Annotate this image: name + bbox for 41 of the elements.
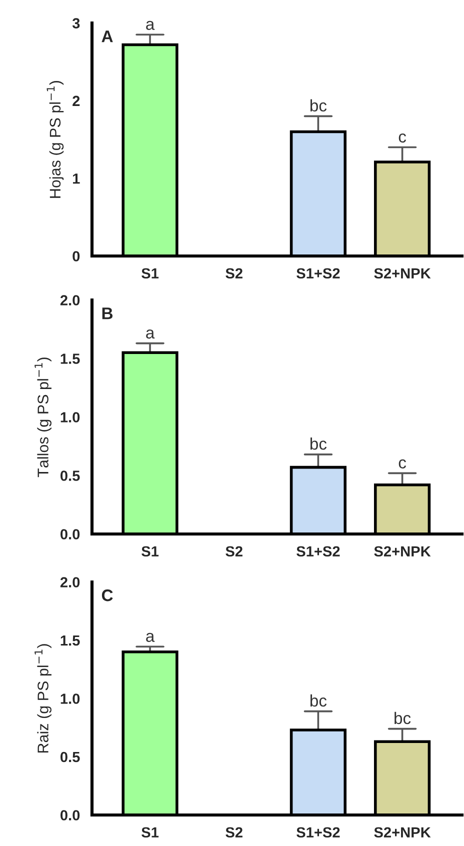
y-axis-title: Hojas (g PS pl$^{−1}$) xyxy=(46,80,64,198)
y-tick-label: 1.0 xyxy=(60,412,80,422)
y-tick-label: 0.5 xyxy=(60,470,80,481)
y-tick-label: 2.0 xyxy=(60,295,80,306)
y-tick-label: 0.0 xyxy=(60,529,80,540)
annotation: a xyxy=(146,20,155,30)
x-tick-label: S2+NPK xyxy=(374,546,431,557)
x-tick-label: S2+NPK xyxy=(374,827,431,838)
annotation: bc xyxy=(310,438,327,450)
annotation: bc xyxy=(394,712,411,724)
annotation: a xyxy=(146,632,155,642)
x-tick-label: S2+NPK xyxy=(374,268,431,279)
y-tick-label: 3 xyxy=(72,18,80,28)
x-tick-label: S2 xyxy=(226,546,242,557)
y-tick-label: 1.0 xyxy=(60,694,80,704)
x-tick-label: S2 xyxy=(226,268,242,279)
x-tick-label: S1 xyxy=(142,268,159,279)
annotation: c xyxy=(398,133,406,143)
chart-title: C xyxy=(102,589,113,602)
y-tick-label: 1.5 xyxy=(60,636,80,646)
chart-title: A xyxy=(102,30,113,42)
y-tick-label: 2 xyxy=(72,96,80,106)
chart-title: B xyxy=(102,308,113,320)
y-tick-label: 2.0 xyxy=(60,577,80,588)
x-tick-label: S1+S2 xyxy=(296,546,340,557)
y-axis-title: Raiz (g PS pl$^{−1}$) xyxy=(34,644,52,753)
y-tick-label: 0.5 xyxy=(60,752,80,762)
y-tick-label: 0 xyxy=(72,251,80,262)
x-tick-label: S1 xyxy=(142,546,159,557)
y-axis-title: Tallos (g PS pl$^{−1}$) xyxy=(34,358,52,478)
x-tick-label: S1 xyxy=(142,827,159,838)
x-tick-label: S1+S2 xyxy=(296,268,340,279)
y-tick-label: 1 xyxy=(73,174,80,184)
annotation: bc xyxy=(310,694,327,707)
annotation: c xyxy=(398,459,406,468)
annotation: bc xyxy=(310,99,327,112)
y-tick-label: 0.0 xyxy=(60,810,80,820)
y-tick-label: 1.5 xyxy=(60,354,80,364)
x-tick-label: S1+S2 xyxy=(296,827,340,838)
annotation: a xyxy=(146,329,155,339)
x-tick-label: S2 xyxy=(226,827,242,838)
